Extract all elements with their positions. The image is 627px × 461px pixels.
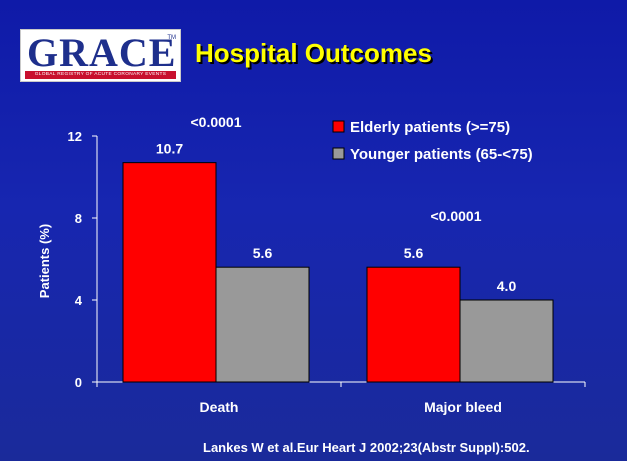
citation: Lankes W et al.Eur Heart J 2002;23(Abstr… — [203, 440, 530, 455]
data-label: 4.0 — [497, 278, 517, 294]
y-tick-label: 12 — [68, 129, 82, 144]
y-tick-label: 8 — [75, 211, 82, 226]
y-tick-label: 4 — [75, 293, 83, 308]
x-tick-label: Major bleed — [424, 399, 502, 415]
legend-label: Elderly patients (>=75) — [350, 119, 510, 136]
p-value-annotation: <0.0001 — [431, 208, 482, 224]
slide-title: Hospital Outcomes — [195, 38, 432, 68]
data-label: 10.7 — [156, 141, 183, 157]
p-value-annotation: <0.0001 — [191, 114, 242, 130]
x-tick-label: Death — [200, 399, 239, 415]
data-label: 5.6 — [253, 245, 273, 261]
grace-logo: GRACE TM GLOBAL REGISTRY OF ACUTE CORONA… — [20, 29, 181, 82]
data-label: 5.6 — [404, 245, 424, 261]
bar-elderly — [366, 266, 461, 383]
y-axis-title: Patients (%) — [37, 224, 52, 298]
bar-younger — [459, 299, 554, 383]
legend-swatch — [332, 120, 345, 133]
bar-elderly — [122, 162, 217, 383]
logo-trademark: TM — [167, 35, 176, 41]
logo-wordmark: GRACE — [27, 30, 177, 75]
y-tick-label: 0 — [75, 375, 82, 390]
legend-swatch — [332, 147, 345, 160]
logo-tagline: GLOBAL REGISTRY OF ACUTE CORONARY EVENTS — [25, 71, 176, 79]
legend-label: Younger patients (65-<75) — [350, 146, 533, 163]
bar-younger — [215, 266, 310, 383]
